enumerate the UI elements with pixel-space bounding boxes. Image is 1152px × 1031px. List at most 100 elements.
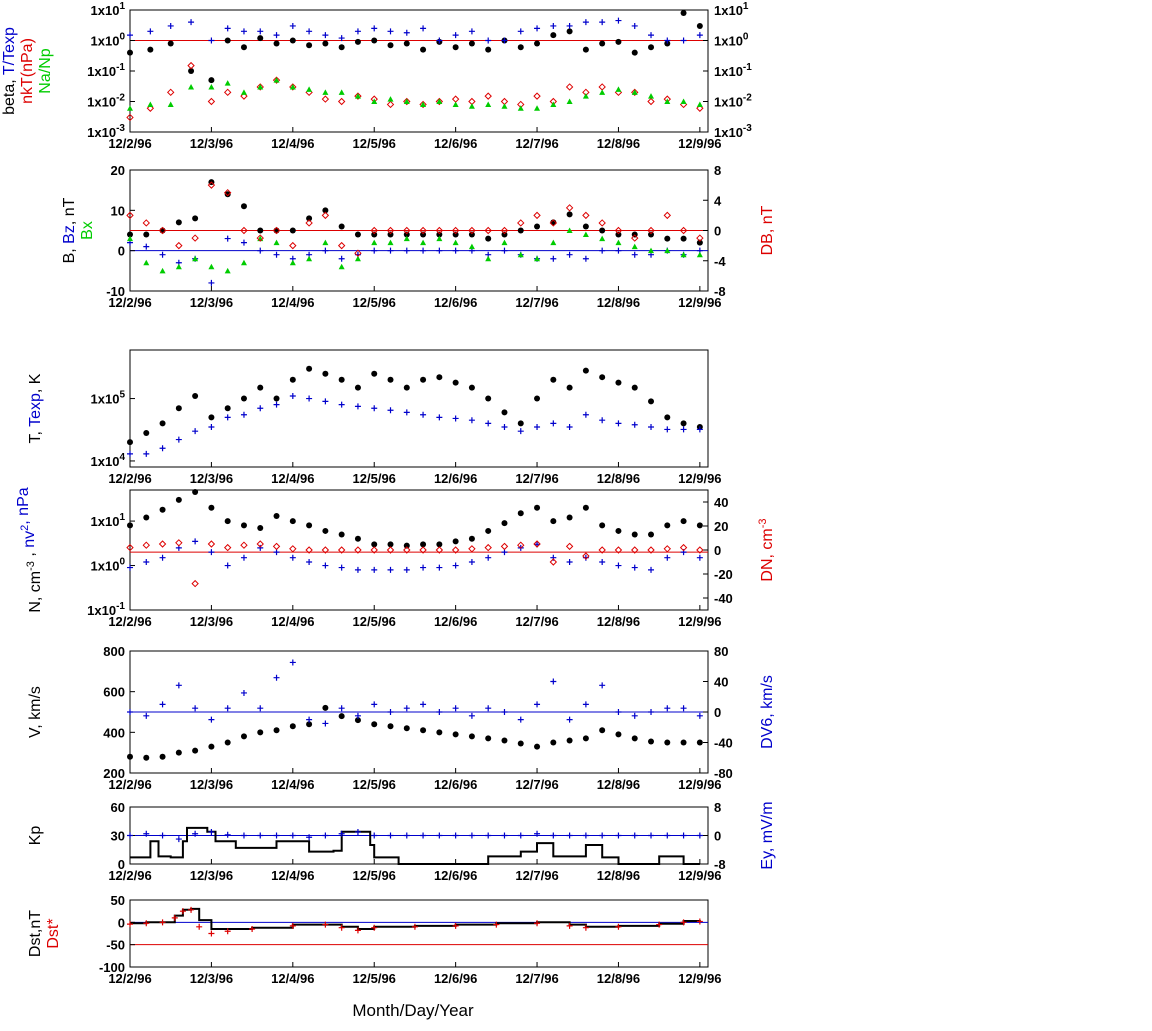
data-point xyxy=(582,255,589,262)
x-tick-label: 12/3/96 xyxy=(190,971,233,986)
y-tick-label: 400 xyxy=(103,725,125,740)
data-point xyxy=(452,379,459,386)
data-point xyxy=(664,426,671,433)
y2-tick-label: -20 xyxy=(714,567,733,582)
data-point xyxy=(240,92,248,100)
y-tick-label: 800 xyxy=(103,644,125,659)
data-point xyxy=(354,384,361,391)
data-point xyxy=(387,566,394,573)
data-point xyxy=(631,243,638,250)
data-point xyxy=(257,35,264,42)
data-point xyxy=(468,733,475,740)
data-point xyxy=(664,554,671,561)
data-point xyxy=(289,554,296,561)
data-point xyxy=(517,428,524,435)
data-point xyxy=(322,370,329,377)
data-point xyxy=(680,420,687,427)
series-kp xyxy=(130,826,700,865)
data-point xyxy=(305,546,313,554)
data-point xyxy=(550,376,557,383)
y-tick-label: 0 xyxy=(118,857,125,872)
y2-tick-label: 1x100 xyxy=(714,32,749,49)
data-point xyxy=(321,95,330,103)
x-tick-label: 12/5/96 xyxy=(353,777,396,792)
data-point xyxy=(582,93,589,99)
y-tick-label: 1x101 xyxy=(91,1,126,18)
data-point xyxy=(517,740,524,747)
series-db xyxy=(126,181,704,257)
data-point xyxy=(240,89,247,95)
data-point xyxy=(289,545,297,553)
data-point xyxy=(370,546,378,554)
data-point xyxy=(485,235,492,242)
data-point xyxy=(420,541,427,548)
data-point xyxy=(680,832,687,839)
data-point xyxy=(420,247,427,254)
data-point xyxy=(175,749,182,756)
x-tick-label: 12/3/96 xyxy=(190,136,233,151)
data-point xyxy=(680,235,687,242)
data-point xyxy=(208,263,215,270)
data-point xyxy=(257,705,264,712)
data-point xyxy=(599,522,606,529)
data-point xyxy=(337,97,346,106)
y-tick-label: 10 xyxy=(111,203,125,218)
data-point xyxy=(534,920,541,927)
y-tick-label: 60 xyxy=(111,800,125,815)
y-axis-label: Kp xyxy=(27,826,44,846)
data-point xyxy=(338,401,345,408)
data-point xyxy=(240,203,247,210)
data-point xyxy=(192,428,199,435)
data-point xyxy=(272,226,281,235)
x-tick-label: 12/9/96 xyxy=(678,971,721,986)
data-point xyxy=(338,713,345,720)
data-point xyxy=(371,231,378,238)
data-point xyxy=(696,712,703,719)
y2-tick-label: 1x10-3 xyxy=(714,123,752,140)
y-axis-label: Dst,nT xyxy=(27,910,44,957)
panel-v: 12/2/96 12/3/96 12/4/96 12/5/96 12/6/96 12/7/… xyxy=(27,644,776,792)
series-bz xyxy=(127,235,703,286)
x-tick-label: 12/4/96 xyxy=(271,971,314,986)
data-point xyxy=(273,227,280,234)
data-point xyxy=(436,541,443,548)
data-point xyxy=(143,430,150,437)
data-point xyxy=(257,83,264,90)
x-tick-label: 12/4/96 xyxy=(271,295,314,310)
data-point xyxy=(322,562,329,569)
data-point xyxy=(127,49,133,56)
data-point xyxy=(371,566,378,573)
data-point xyxy=(257,28,264,35)
data-point xyxy=(534,25,541,32)
data-point xyxy=(337,546,346,554)
y2-tick-label: 1x10-2 xyxy=(714,93,752,110)
data-point xyxy=(306,42,313,49)
y-tick-label: 30 xyxy=(111,829,125,844)
y-tick-label: -50 xyxy=(106,938,125,953)
data-point xyxy=(485,705,492,712)
data-point xyxy=(696,251,703,258)
data-point xyxy=(582,19,589,26)
data-point xyxy=(435,97,444,106)
data-point xyxy=(696,554,703,561)
data-point xyxy=(175,496,182,503)
data-point xyxy=(517,219,525,227)
data-point xyxy=(566,922,573,929)
data-point xyxy=(550,239,557,246)
data-point xyxy=(550,678,557,685)
data-point xyxy=(598,546,606,554)
data-point xyxy=(224,831,231,838)
data-point xyxy=(614,546,623,554)
data-point xyxy=(224,80,231,86)
data-point xyxy=(224,705,231,712)
data-point xyxy=(501,247,508,254)
data-point xyxy=(240,554,247,561)
data-point xyxy=(371,370,378,377)
data-point xyxy=(485,735,492,742)
data-point xyxy=(664,739,671,746)
data-point xyxy=(696,739,703,746)
data-point xyxy=(321,211,330,220)
data-point xyxy=(485,832,492,839)
x-tick-label: 12/8/96 xyxy=(597,614,640,629)
data-point xyxy=(273,727,280,734)
